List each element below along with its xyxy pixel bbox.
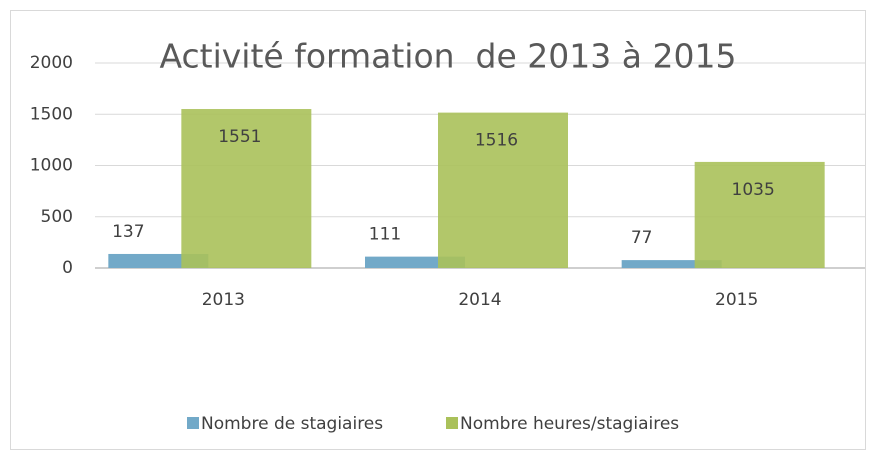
- bar: [365, 256, 465, 268]
- legend-swatch: [446, 417, 458, 429]
- data-label: 77: [631, 228, 653, 248]
- legend-label: Nombre de stagiaires: [201, 414, 383, 434]
- data-label: 111: [369, 225, 401, 245]
- data-label: 1551: [218, 127, 261, 147]
- x-tick-label: 2015: [715, 290, 758, 310]
- bar: [438, 112, 568, 268]
- x-tick-label: 2014: [458, 290, 501, 310]
- y-tick-label: 2000: [30, 53, 73, 73]
- data-label: 1035: [732, 180, 775, 200]
- bars: [108, 109, 825, 269]
- legend-label: Nombre heures/stagiaires: [460, 414, 679, 434]
- data-label: 1516: [475, 131, 518, 151]
- y-tick-label: 1000: [30, 156, 73, 176]
- legend-swatch: [187, 417, 199, 429]
- y-tick-label: 500: [41, 207, 73, 227]
- bar: [694, 161, 825, 268]
- y-tick-label: 0: [62, 258, 73, 278]
- bar: [181, 109, 312, 269]
- data-label: 137: [112, 222, 144, 242]
- chart-title: Activité formation de 2013 à 2015: [160, 37, 737, 76]
- x-tick-label: 2013: [202, 290, 245, 310]
- y-tick-label: 1500: [30, 104, 73, 124]
- bar: [621, 260, 722, 268]
